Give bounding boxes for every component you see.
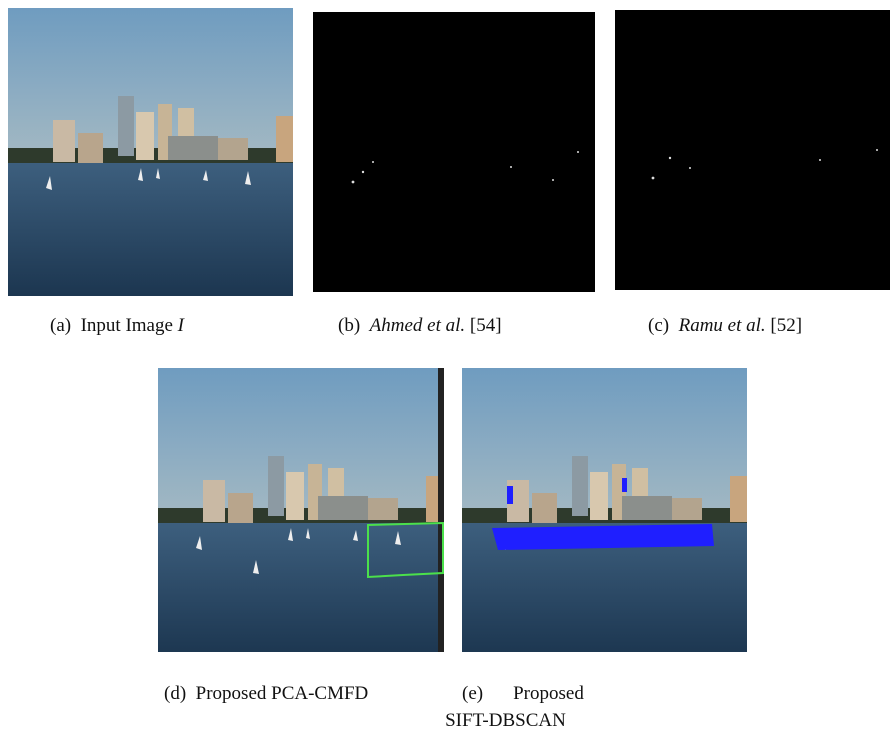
caption: (a) Input Image I bbox=[50, 312, 184, 339]
caption-label: (a) bbox=[50, 315, 71, 336]
caption-label: (b) bbox=[338, 315, 360, 336]
result-image bbox=[462, 368, 751, 652]
caption-ref: [52] bbox=[770, 315, 802, 336]
result-image bbox=[158, 368, 444, 652]
caption-author: Ahmed et al. bbox=[370, 315, 466, 336]
result-image bbox=[615, 10, 890, 290]
caption-text: Input Image bbox=[81, 315, 173, 336]
caption: (c) Ramu et al. [52] bbox=[648, 312, 802, 339]
caption: (b) Ahmed et al. [54] bbox=[338, 312, 502, 339]
caption-label: (d) bbox=[164, 683, 186, 704]
result-image bbox=[313, 12, 595, 292]
caption-symbol: I bbox=[178, 315, 184, 336]
caption-author: Ramu et al. bbox=[679, 315, 766, 336]
input-image bbox=[8, 8, 293, 296]
caption: (e)Proposed SIFT-DBSCAN bbox=[462, 680, 752, 734]
caption: (d) Proposed PCA-CMFD bbox=[164, 680, 368, 707]
caption-text: Proposed SIFT-DBSCAN bbox=[445, 680, 684, 734]
caption-ref: [54] bbox=[470, 315, 502, 336]
caption-label: (c) bbox=[648, 315, 669, 336]
caption-text: Proposed PCA-CMFD bbox=[196, 683, 369, 704]
figure: (a) Input Image I (b) Ahmed et al. [54] … bbox=[0, 0, 893, 734]
